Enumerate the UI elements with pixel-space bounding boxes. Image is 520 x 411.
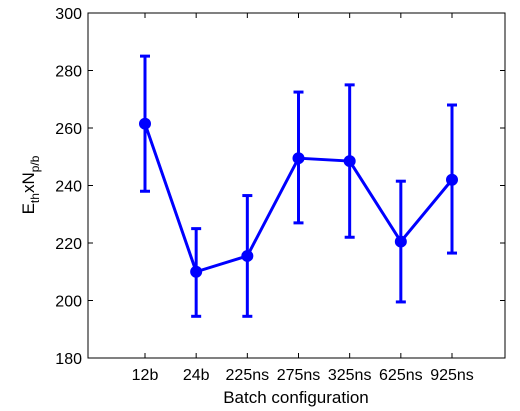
data-point — [394, 235, 407, 248]
y-axis-title-base1: E — [19, 203, 38, 214]
y-axis-title-mid: xN — [19, 172, 38, 193]
y-tick-label: 180 — [55, 351, 82, 368]
x-tick-label: 625ns — [379, 367, 423, 384]
data-point — [190, 265, 203, 278]
x-axis-ticks: 12b 24b 225ns 275ns 325ns 625ns 925ns — [132, 13, 474, 384]
y-tick-label: 300 — [55, 6, 82, 23]
y-axis-title: EthxNp/b — [19, 155, 42, 214]
y-tick-label: 220 — [55, 236, 82, 253]
data-point — [241, 249, 254, 262]
y-tick-label: 260 — [55, 121, 82, 138]
series-layer — [139, 54, 458, 318]
data-point — [139, 117, 151, 130]
data-point — [446, 173, 458, 186]
y-tick-label: 240 — [55, 179, 82, 196]
y-axis-title-sub1: th — [28, 193, 42, 203]
x-tick-label: 925ns — [430, 367, 474, 384]
x-tick-label: 275ns — [277, 367, 321, 384]
plot-area — [87, 12, 506, 359]
data-point — [343, 155, 356, 168]
x-tick-label: 24b — [183, 367, 210, 384]
data-point — [292, 152, 305, 165]
x-tick-label: 225ns — [226, 367, 270, 384]
y-tick-label: 280 — [55, 64, 82, 81]
x-tick-label: 325ns — [328, 367, 372, 384]
x-tick-label: 12b — [132, 367, 159, 384]
x-axis-title: Batch configuration — [223, 388, 369, 407]
y-tick-label: 200 — [55, 294, 82, 311]
y-axis-title-sub2: p/b — [28, 155, 42, 172]
y-axis-ticks: 180 200 220 240 260 280 300 — [55, 6, 505, 368]
